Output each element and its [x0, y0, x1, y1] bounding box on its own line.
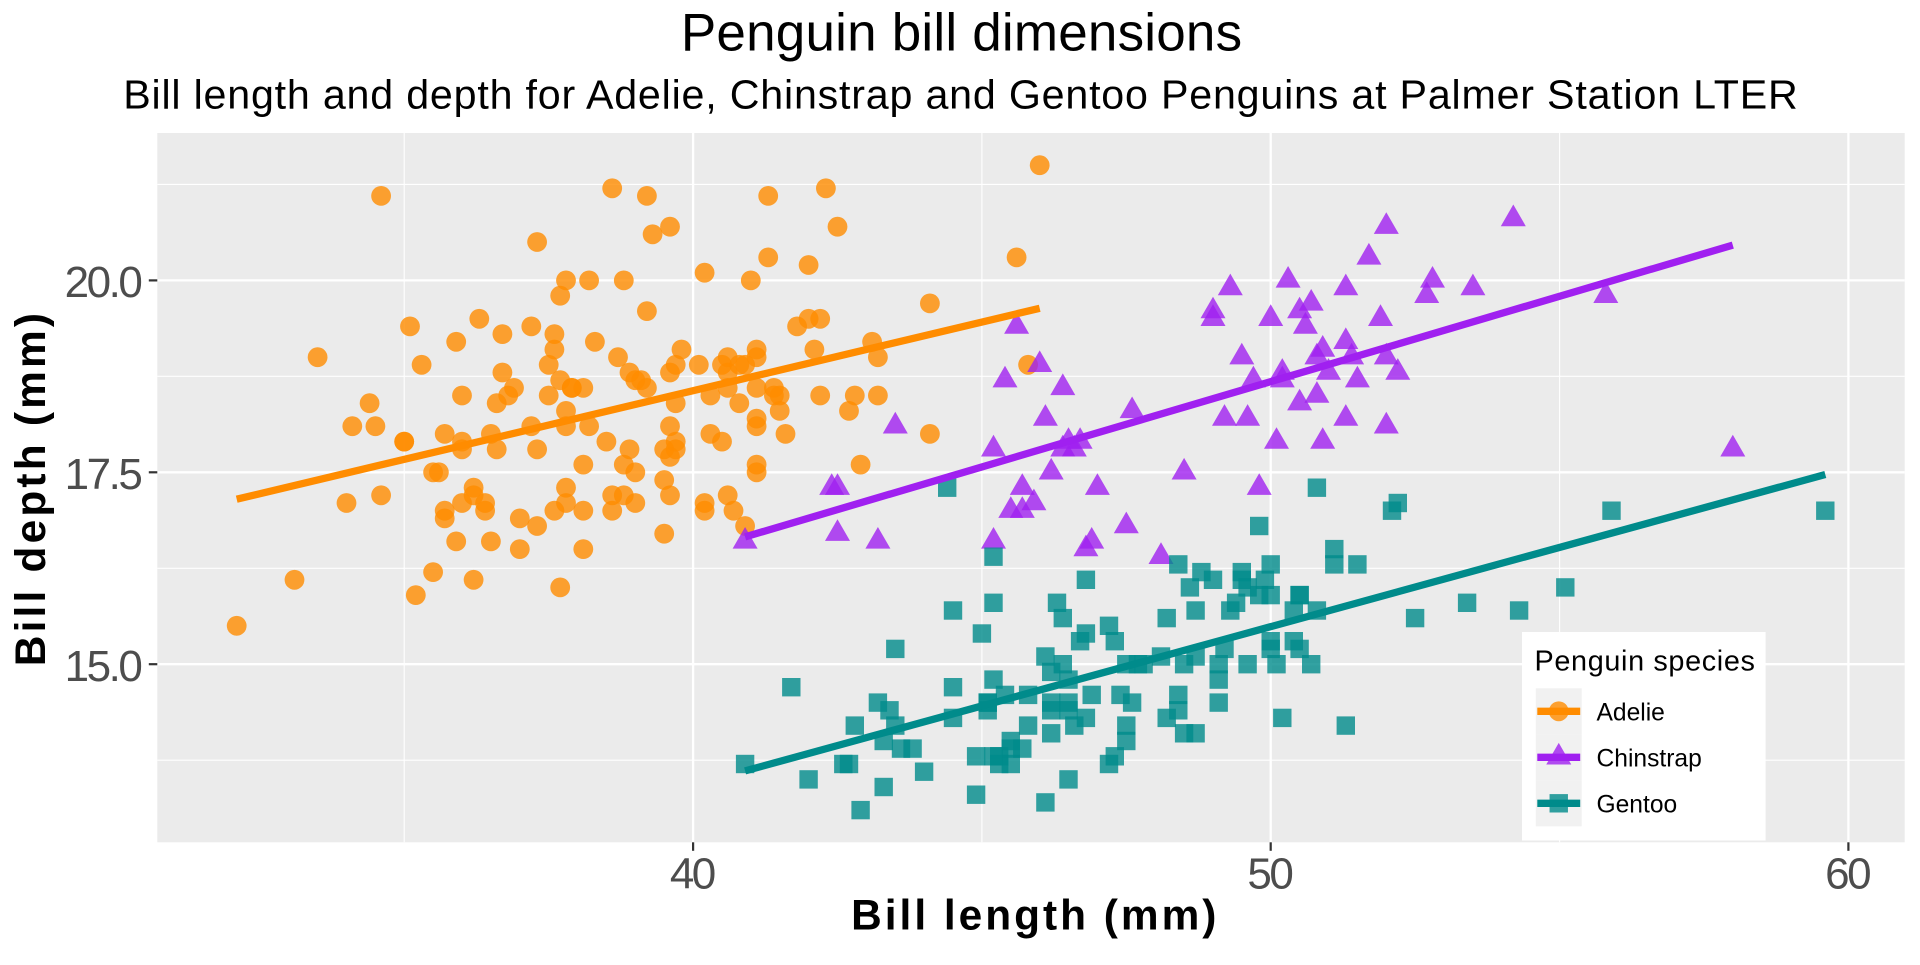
- svg-text:17.5: 17.5: [65, 450, 142, 499]
- svg-text:Gentoo: Gentoo: [1597, 792, 1678, 819]
- svg-text:20.0: 20.0: [65, 258, 142, 307]
- svg-text:Adelie: Adelie: [1597, 700, 1665, 727]
- svg-text:15.0: 15.0: [65, 642, 142, 691]
- svg-text:Penguin bill dimensions: Penguin bill dimensions: [681, 4, 1242, 63]
- svg-text:50: 50: [1247, 850, 1292, 899]
- svg-text:40: 40: [670, 850, 715, 899]
- svg-text:60: 60: [1825, 850, 1870, 899]
- svg-text:Chinstrap: Chinstrap: [1597, 746, 1702, 773]
- svg-text:Bill length (mm): Bill length (mm): [851, 892, 1219, 939]
- svg-text:Bill depth (mm): Bill depth (mm): [7, 310, 54, 667]
- svg-text:Bill length and depth for Adel: Bill length and depth for Adelie, Chinst…: [123, 72, 1798, 118]
- svg-text:Penguin species: Penguin species: [1535, 646, 1756, 678]
